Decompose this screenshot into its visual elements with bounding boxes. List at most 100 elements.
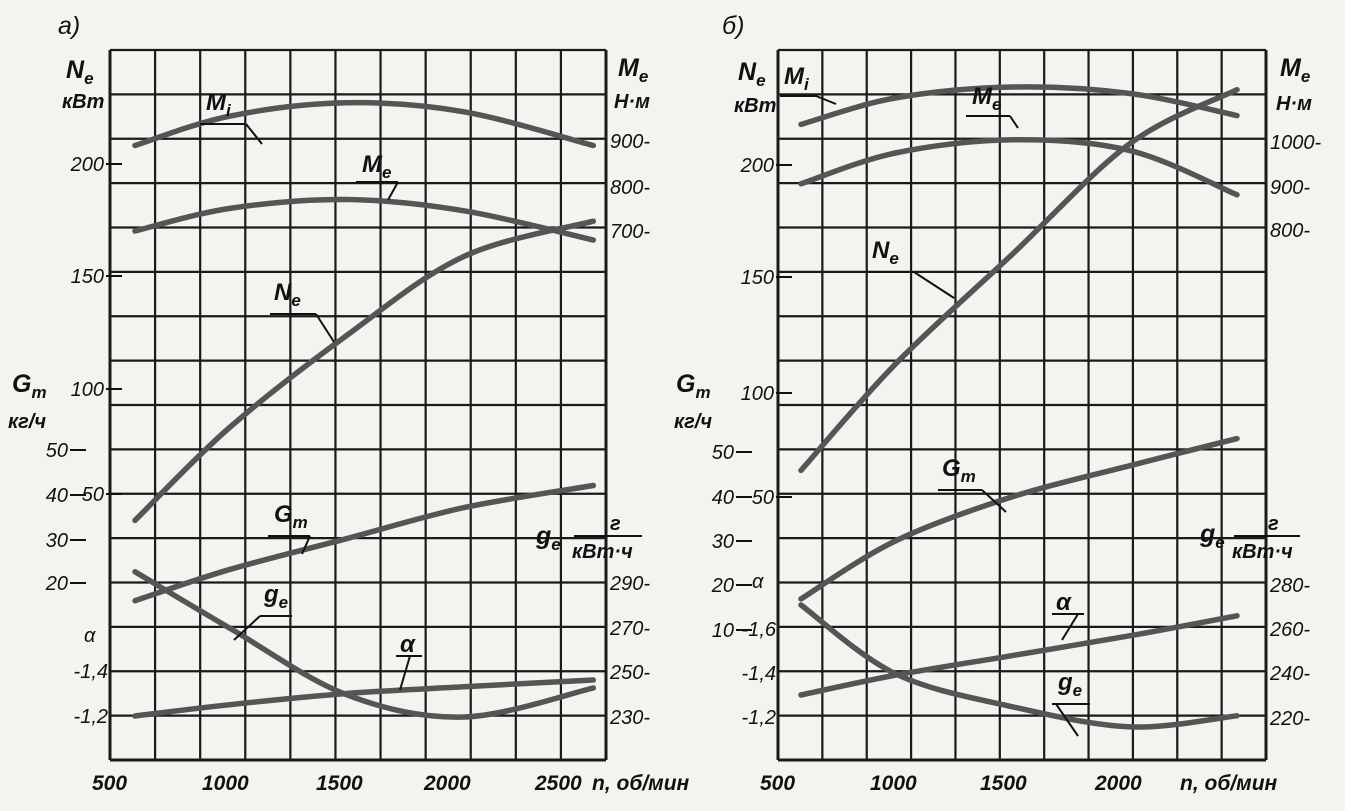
panel-b-leader-ne-tail [913, 271, 955, 299]
panel-b-ge-axis-title: ge [1199, 520, 1225, 552]
panel-a-series-alpha-line [132, 677, 597, 719]
panel-a-left-tick-ne: 200 [70, 154, 104, 176]
panel-a-alpha-axis-title: α [84, 625, 96, 647]
panel-b-left-tick-ne: 100 [741, 383, 774, 405]
panel-b-left-tick-ne: 50 [752, 487, 774, 509]
panel-b-right-tick-me: 1000- [1270, 132, 1321, 154]
panel-a-gm-axis-unit: кг/ч [8, 411, 46, 433]
panel-b-left-tick-gm: 40 [712, 487, 734, 509]
panel-a-label: а) [58, 12, 80, 40]
panel-a-left-tick-gm: 40 [46, 485, 68, 507]
panel-a-left-tick-ne: 100 [71, 379, 104, 401]
panel-a-series-me-line [132, 196, 597, 243]
panel-a-ge-unit-denominator: кВт·ч [572, 541, 633, 563]
panel-b-gm-axis-unit: кг/ч [674, 411, 712, 433]
panel-b-right-tick-ge: 280- [1269, 575, 1310, 597]
panel-b-leader-alpha-tail [1061, 613, 1079, 641]
panel-a-x-tick: 500 [92, 772, 127, 795]
panel-a-leader-ge-tail [233, 615, 261, 641]
panel-a-curve-label-me: Me [362, 151, 391, 182]
panel-a-me-axis-unit: Н·м [614, 91, 650, 113]
panel-a-series-mi-line [132, 99, 597, 149]
panel-a-x-tick: 1000 [202, 772, 249, 795]
panel-b-curves [798, 84, 1240, 730]
panel-a-x-tick: 2000 [423, 772, 471, 795]
panel-b-right-tick-ge: 240- [1269, 663, 1310, 685]
panel-a-left-tick-gm: 20 [45, 573, 68, 595]
panel-a-series-ne-line [132, 218, 597, 524]
panel-a-curve-label-gm: Gm [274, 501, 308, 532]
panel-a-leader-ne-tail [315, 313, 335, 343]
panel-a-right-tick-ge: 270- [609, 618, 650, 640]
panel-b-right-tick-ge: 260- [1269, 619, 1310, 641]
panel-a-ne-axis-unit: кВт [62, 91, 104, 113]
panel-a-curve-label-ne: Ne [274, 279, 301, 310]
panel-b-series-ne-line [798, 86, 1240, 474]
panel-b-curve-label-mi: Mi [784, 63, 810, 94]
panel-a-leader-mi-tail [245, 123, 263, 145]
panel-b-x-tick: 2000 [1094, 772, 1142, 795]
panel-a-curve-label-ge: ge [263, 581, 288, 612]
panel-b: 500 1000 1500 2000 200 150 100 50 50 40 30 20 10 -1,6… [674, 12, 1321, 795]
panel-a-ne-axis-title: Ne [66, 56, 94, 88]
panel-b-leader-ge-tail [1055, 703, 1079, 737]
panel-a-curve-label-alpha: α [400, 631, 416, 658]
panel-b-x-axis-label: n, об/мин [1180, 772, 1278, 795]
panel-b-me-axis-unit: Н·м [1276, 93, 1312, 115]
panel-a-left-tick-alpha: -1,4 [74, 661, 108, 683]
panel-a-gm-axis-title: Gm [12, 370, 47, 402]
panel-a-me-axis-title: Me [618, 54, 648, 86]
panel-a-right-tick-ge: 230- [609, 707, 650, 729]
panel-a-leader-alpha-tail [399, 655, 411, 691]
panel-b-curve-label-ne: Ne [872, 237, 899, 268]
panel-a-left-tick-gm: 50 [46, 440, 68, 462]
panel-b-series-gm-line [798, 435, 1240, 602]
panel-b-left-tick-gm: 10 [712, 620, 734, 642]
panel-b-left-tick-gm: 20 [711, 575, 734, 597]
panel-b-gm-axis-title: Gm [676, 370, 711, 402]
panel-a-curves [132, 99, 597, 720]
panel-a-x-axis-label: n, об/мин [592, 772, 690, 795]
panel-a-left-tick-ne: 150 [71, 266, 104, 288]
panel-a-right-tick-ge: 250- [609, 662, 650, 684]
panel-b-x-tick: 500 [760, 772, 795, 795]
panel-a-right-tick-me: 900- [610, 131, 650, 153]
panel-b-left-tick-ne: 150 [741, 267, 774, 289]
panel-b-ne-axis-title: Ne [738, 58, 766, 90]
panel-b-x-tick: 1000 [870, 772, 917, 795]
panel-a-series-gm-line [132, 482, 597, 604]
panel-a: 500 1000 1500 2000 2500 200 150 100 50 50 40 30 20 -1… [8, 12, 690, 795]
panel-a-ge-axis-title: ge [535, 522, 561, 554]
panel-b-me-axis-title: Me [1280, 54, 1310, 86]
panel-b-series-ge-line [798, 602, 1240, 730]
panel-b-leader-mi-tail [815, 95, 837, 105]
panel-b-left-tick-gm: 50 [712, 442, 734, 464]
panel-b-label: б) [722, 12, 744, 40]
panel-b-ge-unit-denominator: кВт·ч [1232, 541, 1293, 563]
panel-b-right-tick-me: 800- [1270, 220, 1310, 242]
panel-a-right-tick-me: 800- [610, 177, 650, 199]
panel-b-alpha-axis-title: α [752, 571, 764, 593]
panel-b-ne-axis-unit: кВт [734, 95, 776, 117]
panel-a-leader-me-tail [387, 181, 399, 201]
panel-b-leader-gm-tail [981, 489, 1007, 513]
panel-a-grid: 500 1000 1500 2000 2500 200 150 100 50 50 40 30 20 -1… [45, 48, 650, 795]
panel-b-curve-label-me: Me [972, 83, 1001, 114]
panel-b-left-tick-alpha: -1,2 [742, 707, 776, 729]
panel-a-left-tick-gm: 30 [46, 530, 68, 552]
panel-a-curve-label-mi: Mi [206, 89, 232, 120]
panel-a-right-tick-me: 700- [610, 221, 650, 243]
panel-b-left-tick-alpha: -1,6 [742, 619, 777, 641]
panel-b-series-alpha-line [798, 613, 1240, 698]
panel-a-right-tick-ge: 290- [609, 573, 650, 595]
panel-b-leader-me-tail [1009, 115, 1019, 129]
panel-b-left-tick-alpha: -1,4 [742, 663, 776, 685]
panel-b-curve-label-ge: ge [1057, 669, 1082, 700]
panel-b-left-tick-ne: 200 [740, 155, 774, 177]
panel-a-x-tick: 1500 [316, 772, 363, 795]
panel-b-ge-unit-numerator: г [1268, 513, 1279, 535]
panel-a-leader-gm-tail [301, 535, 311, 555]
panel-b-right-tick-ge: 220- [1269, 708, 1310, 730]
panel-a-x-tick: 2500 [534, 772, 582, 795]
